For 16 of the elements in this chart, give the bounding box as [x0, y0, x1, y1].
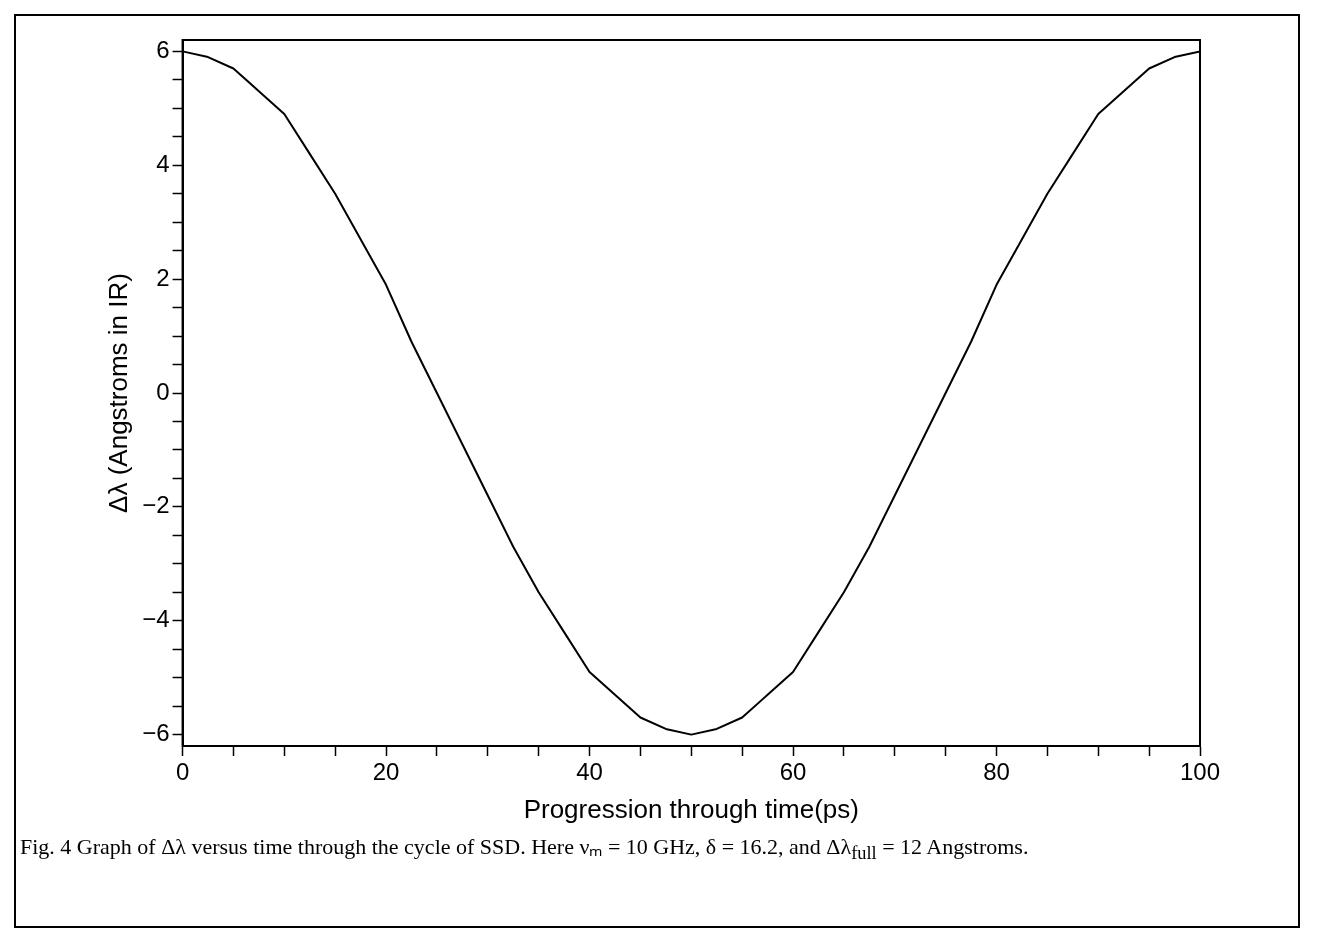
y-tick-label: 6	[156, 36, 170, 64]
x-tick-label: 60	[779, 758, 807, 786]
x-tick-label: 100	[1179, 758, 1221, 786]
x-tick-label: 0	[175, 758, 190, 786]
x-axis-title: Progression through time(ps)	[523, 793, 859, 824]
x-tick-label: 80	[983, 758, 1010, 786]
y-tick-label: −2	[142, 491, 170, 519]
y-tick-label: −6	[142, 719, 170, 747]
y-tick-label: 0	[156, 377, 170, 405]
y-tick-label: −4	[142, 605, 170, 633]
y-tick-label: 4	[156, 149, 170, 177]
x-tick-label: 20	[372, 758, 400, 786]
caption: Fig. 4 Graph of Δλ versus time through the cycle of SSD. Here νₘ = 10 GHz, δ = 16.2, and Δλ$_{full}$ = 12 Angstroms.	[20, 833, 1030, 866]
y-axis-title: Δλ (Angstroms in IR)	[102, 273, 133, 513]
y-tick-label: 2	[156, 263, 170, 291]
x-tick-label: 40	[576, 758, 603, 786]
